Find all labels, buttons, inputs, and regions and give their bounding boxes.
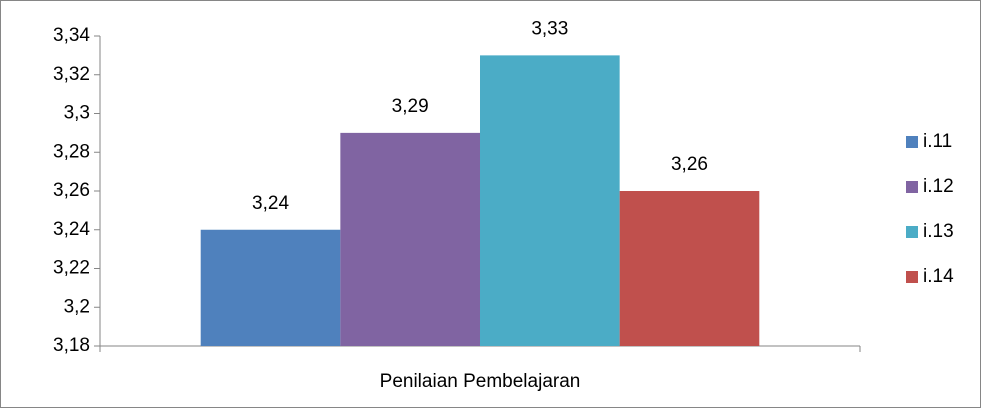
legend-swatch xyxy=(906,271,918,283)
y-tick-label: 3,3 xyxy=(64,103,90,124)
y-tick-label: 3,18 xyxy=(53,335,90,356)
legend-swatch xyxy=(906,181,918,193)
y-tick-label: 3,22 xyxy=(53,258,90,279)
legend-swatch xyxy=(906,136,918,148)
y-tick-label: 3,32 xyxy=(53,64,90,85)
legend-label: i.14 xyxy=(923,266,954,287)
data-label: 3,24 xyxy=(252,193,289,214)
bar xyxy=(619,191,760,346)
x-tick-label: Penilaian Pembelajaran xyxy=(380,371,581,392)
bar xyxy=(480,55,620,346)
legend-swatch xyxy=(906,226,918,238)
data-label: 3,26 xyxy=(671,154,708,175)
bar xyxy=(200,229,341,346)
legend-label: i.11 xyxy=(923,131,952,152)
y-tick-label: 3,2 xyxy=(64,296,90,317)
y-tick-label: 3,28 xyxy=(53,141,90,162)
y-tick-label: 3,24 xyxy=(53,219,90,240)
y-tick-label: 3,34 xyxy=(53,25,90,46)
y-tick-label: 3,26 xyxy=(53,180,90,201)
legend-label: i.12 xyxy=(923,176,954,197)
legend-label: i.13 xyxy=(923,221,954,242)
data-label: 3,29 xyxy=(392,96,429,117)
bar xyxy=(340,132,480,346)
data-label: 3,33 xyxy=(531,18,568,39)
